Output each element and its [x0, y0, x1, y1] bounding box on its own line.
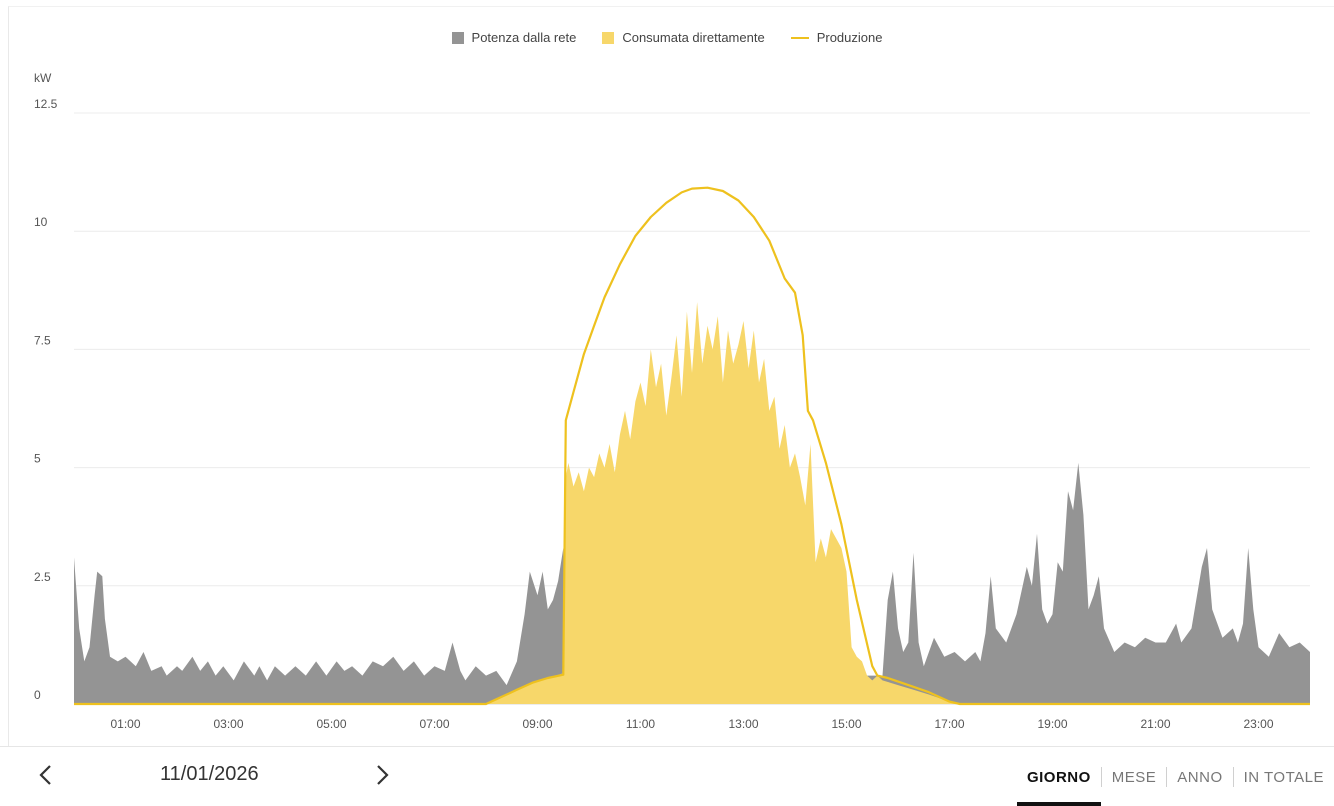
legend-item-direct[interactable]: Consumata direttamente — [602, 30, 765, 45]
x-tick-label: 09:00 — [522, 717, 552, 731]
y-tick-label: 12.5 — [34, 97, 58, 111]
y-tick-label: 0 — [34, 688, 41, 702]
x-tick-label: 17:00 — [934, 717, 964, 731]
current-date[interactable]: 11/01/2026 — [160, 763, 259, 785]
energy-chart: 0 2.5 5 7.5 10 12.5 kW 01:00 03:00 05:00 07:00 09:0… — [34, 71, 1310, 731]
series-direct-area — [486, 302, 960, 704]
tab-giorno[interactable]: GIORNO — [1016, 769, 1101, 806]
footer-bar: 11/01/2026 GIORNO MESE ANNO IN TOTALE — [0, 746, 1334, 806]
legend-swatch-grid — [451, 31, 464, 44]
x-tick-label: 15:00 — [831, 717, 861, 731]
legend-swatch-production — [790, 36, 809, 39]
x-tick-label: 01:00 — [110, 717, 140, 731]
series-production-line — [74, 186, 1310, 706]
x-tick-label: 05:00 — [316, 717, 346, 731]
y-tick-label: 10 — [34, 215, 48, 229]
x-tick-label: 19:00 — [1037, 717, 1067, 731]
x-tick-label: 23:00 — [1243, 717, 1273, 731]
tab-separator — [1166, 767, 1168, 787]
chart-panel — [8, 6, 1334, 747]
legend-label-grid: Potenza dalla rete — [471, 30, 577, 45]
series-grid-area-evening — [880, 462, 1310, 704]
previous-day-button[interactable] — [32, 761, 60, 789]
period-tabs: GIORNO MESE ANNO IN TOTALE — [1016, 767, 1334, 806]
tab-in-totale[interactable]: IN TOTALE — [1243, 768, 1324, 786]
tab-separator — [1232, 767, 1234, 787]
x-tick-label: 13:00 — [728, 717, 758, 731]
legend-label-direct: Consumata direttamente — [622, 30, 765, 45]
y-axis-label: kW — [34, 71, 52, 85]
x-tick-label: 11:00 — [626, 717, 655, 731]
x-tick-label: 07:00 — [419, 717, 449, 731]
chevron-right-icon — [377, 765, 389, 785]
tab-separator — [1100, 767, 1102, 787]
y-tick-label: 7.5 — [34, 333, 51, 347]
legend-label-production: Produzione — [816, 30, 883, 45]
y-tick-label: 2.5 — [34, 570, 51, 584]
legend-swatch-direct — [602, 31, 615, 44]
tab-anno[interactable]: ANNO — [1177, 768, 1223, 786]
chevron-left-icon — [39, 765, 51, 785]
legend-item-grid[interactable]: Potenza dalla rete — [451, 30, 577, 45]
chart-legend: Potenza dalla rete Consumata direttament… — [0, 30, 1334, 45]
y-tick-label: 5 — [34, 452, 41, 466]
next-day-button[interactable] — [368, 761, 396, 789]
legend-item-production[interactable]: Produzione — [790, 30, 883, 45]
x-tick-label: 21:00 — [1140, 717, 1170, 731]
x-tick-label: 03:00 — [213, 717, 243, 731]
tab-mese[interactable]: MESE — [1111, 768, 1157, 786]
series-grid-area — [74, 548, 1285, 704]
